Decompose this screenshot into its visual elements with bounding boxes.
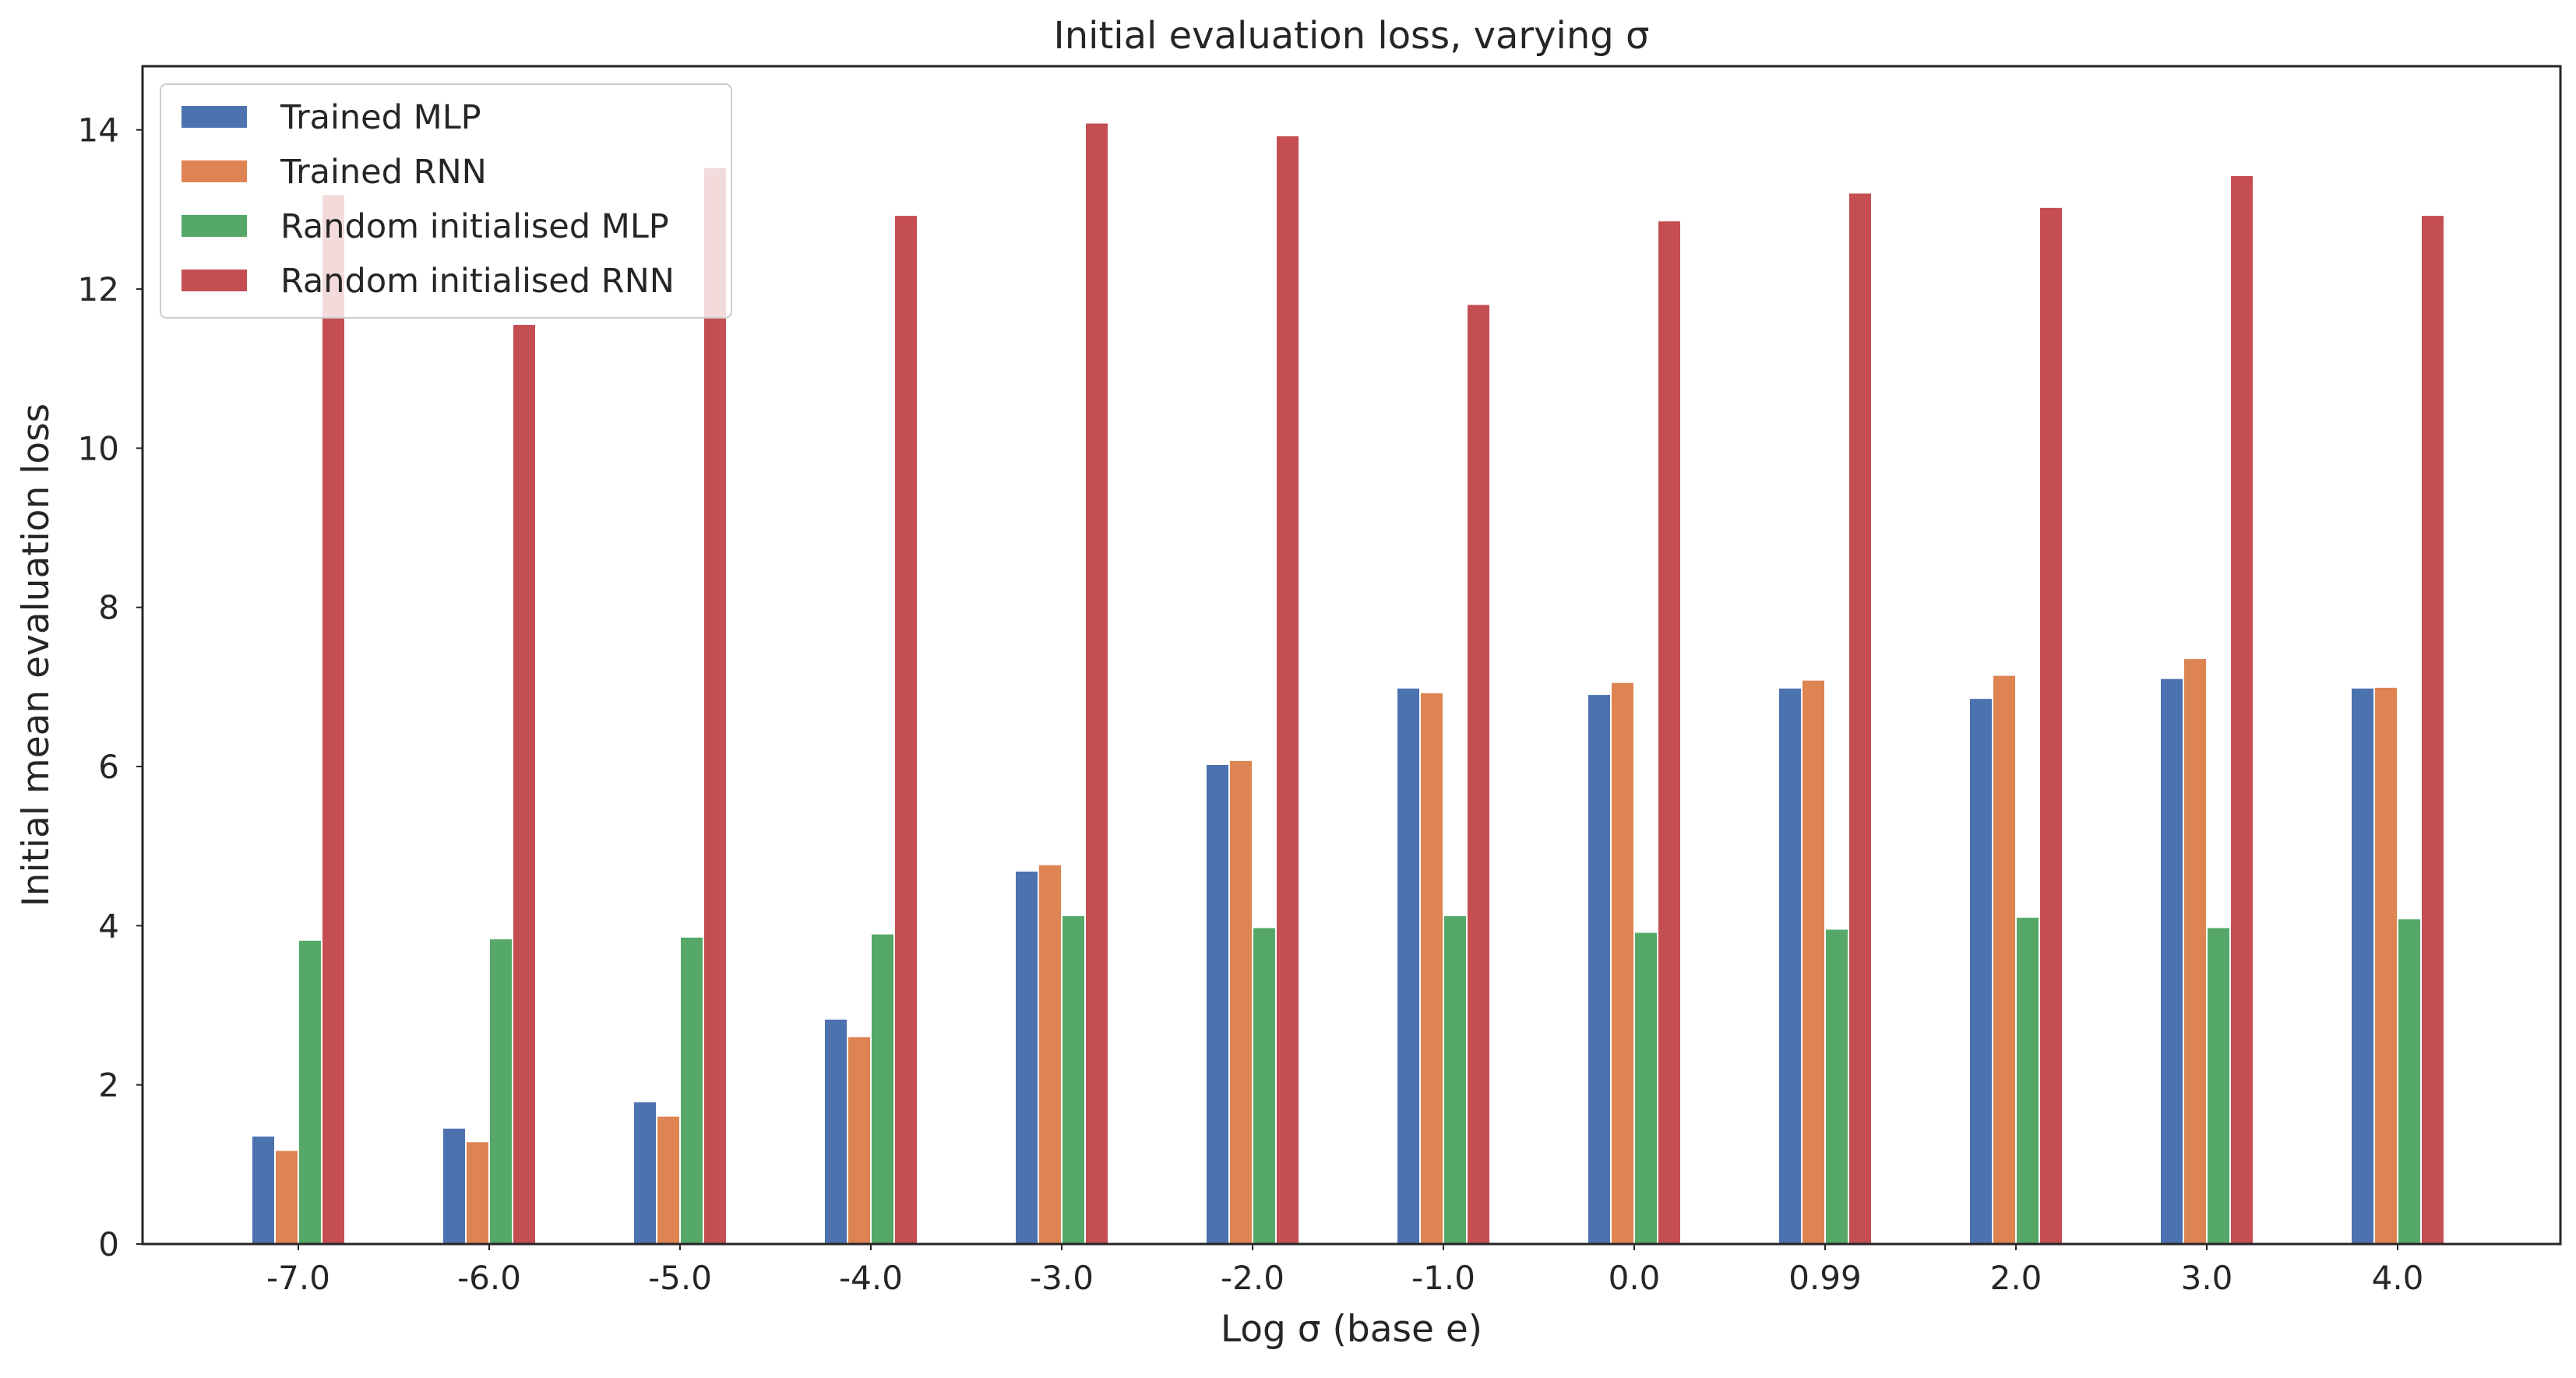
bar-s1-c6 (1421, 693, 1443, 1244)
legend-swatch-2 (181, 215, 247, 237)
legend-label-3: Random initialised RNN (280, 262, 675, 301)
legend: Trained MLP Trained RNN Random initialised… (160, 83, 732, 319)
y-tick-label-4: 8 (98, 589, 119, 627)
bar-s0-c5 (1207, 764, 1228, 1244)
legend-swatch-3 (181, 270, 247, 291)
bar-s3-c7 (1658, 221, 1680, 1245)
y-tick-label-7: 14 (78, 111, 119, 150)
bar-s1-c3 (848, 1037, 870, 1244)
y-tick-label-1: 2 (98, 1066, 119, 1105)
bar-s3-c5 (1277, 136, 1299, 1244)
legend-swatch-0 (181, 106, 247, 128)
x-axis-ticks: -7.0 -6.0 -5.0 -4.0 -3.0 -2.0 -1.0 0.0 0.99 2.0 3.… (266, 1244, 2423, 1297)
bar-s2-c11 (2398, 919, 2420, 1244)
bar-s2-c1 (490, 939, 512, 1244)
x-axis-label: Log σ (base e) (1221, 1308, 1482, 1351)
bar-s3-c8 (1849, 193, 1871, 1244)
y-axis-label: Initial mean evaluation loss (15, 404, 58, 907)
bar-s3-c10 (2231, 175, 2253, 1245)
chart-title: Initial evaluation loss, varying σ (1054, 14, 1650, 58)
bar-s3-c6 (1468, 305, 1489, 1245)
bar-s1-c11 (2375, 687, 2397, 1244)
bar-s2-c5 (1253, 928, 1275, 1244)
y-tick-label-6: 12 (78, 270, 119, 308)
bar-s0-c11 (2352, 688, 2373, 1244)
x-tick-label-2: -5.0 (648, 1259, 712, 1297)
bar-s3-c9 (2040, 207, 2062, 1245)
bar-s1-c0 (276, 1151, 298, 1244)
bar-s1-c5 (1230, 760, 1252, 1244)
legend-label-2: Random initialised MLP (280, 207, 669, 246)
x-tick-label-1: -6.0 (457, 1259, 521, 1297)
bar-s0-c4 (1016, 871, 1038, 1244)
legend-label-1: Trained RNN (280, 153, 487, 192)
bar-s1-c8 (1802, 680, 1824, 1244)
plot-frame (141, 65, 2562, 1246)
x-tick-label-5: -2.0 (1221, 1259, 1284, 1297)
bar-s0-c9 (1970, 699, 1992, 1244)
y-tick-label-3: 6 (98, 748, 119, 786)
bar-s0-c6 (1397, 688, 1419, 1244)
x-tick-label-9: 2.0 (1990, 1259, 2042, 1297)
y-tick-label-0: 0 (98, 1225, 119, 1263)
bar-s0-c10 (2161, 678, 2183, 1244)
x-tick-label-4: -3.0 (1030, 1259, 1094, 1297)
bar-s0-c2 (634, 1102, 656, 1244)
legend-box (160, 83, 732, 319)
bar-s3-c1 (513, 325, 535, 1244)
bar-s2-c3 (872, 934, 893, 1244)
legend-label-0: Trained MLP (280, 98, 481, 137)
bar-s1-c9 (1993, 675, 2015, 1244)
y-tick-label-5: 10 (78, 429, 119, 467)
bar-s3-c3 (895, 216, 917, 1245)
bar-s2-c8 (1826, 929, 1848, 1244)
bar-s2-c6 (1444, 916, 1466, 1244)
bar-s2-c0 (299, 940, 321, 1244)
bar-s3-c11 (2422, 216, 2444, 1245)
bar-s0-c8 (1779, 688, 1801, 1244)
x-tick-label-7: 0.0 (1609, 1259, 1661, 1297)
x-tick-label-0: -7.0 (266, 1259, 330, 1297)
bar-s0-c3 (825, 1019, 847, 1244)
bar-s2-c7 (1635, 932, 1657, 1244)
legend-swatch-1 (181, 160, 247, 182)
bar-s3-c4 (1086, 123, 1108, 1244)
bar-s3-c0 (322, 195, 344, 1245)
bar-s0-c0 (252, 1137, 274, 1244)
x-tick-label-11: 4.0 (2372, 1259, 2424, 1297)
bars-layer (252, 123, 2444, 1245)
x-tick-label-6: -1.0 (1411, 1259, 1475, 1297)
bar-s2-c4 (1062, 916, 1084, 1244)
bar-s3-c2 (704, 167, 726, 1244)
bar-s2-c2 (681, 937, 703, 1244)
bar-s1-c10 (2184, 659, 2206, 1244)
y-tick-label-2: 4 (98, 907, 119, 945)
x-tick-label-10: 3.0 (2181, 1259, 2233, 1297)
y-axis-ticks: 0 2 4 6 8 10 12 14 (78, 111, 143, 1263)
x-tick-label-3: -4.0 (839, 1259, 903, 1297)
bar-s1-c2 (657, 1116, 679, 1244)
bar-s1-c4 (1039, 865, 1061, 1244)
bar-s1-c1 (467, 1142, 488, 1244)
bar-s2-c9 (2017, 918, 2039, 1244)
bar-s0-c7 (1588, 695, 1610, 1244)
bar-s2-c10 (2208, 928, 2229, 1244)
bar-s0-c1 (443, 1128, 465, 1244)
bar-s1-c7 (1612, 682, 1633, 1244)
x-tick-label-8: 0.99 (1788, 1259, 1862, 1297)
